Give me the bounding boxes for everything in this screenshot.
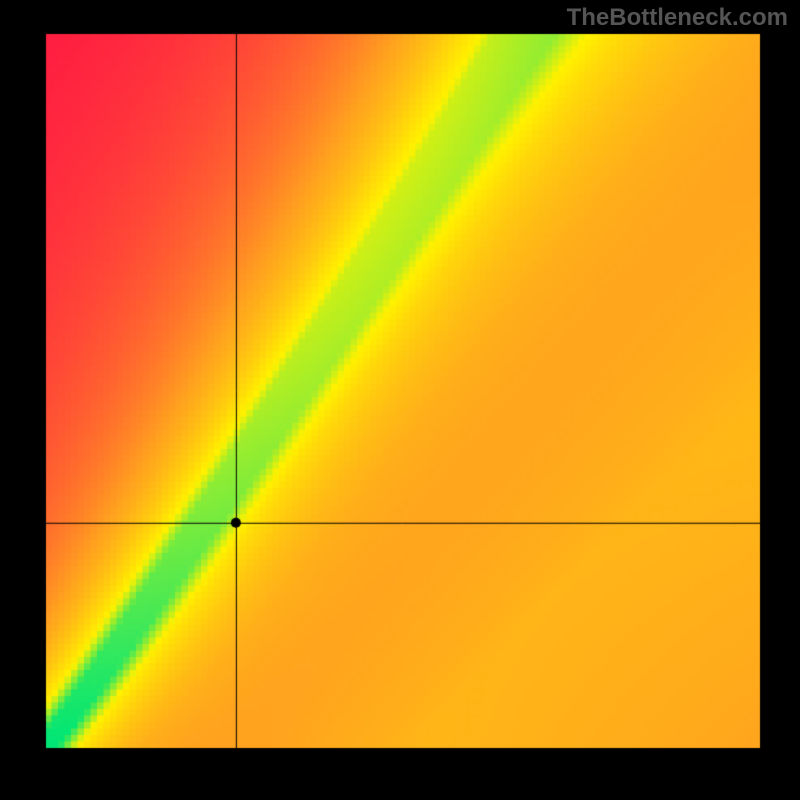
heatmap-canvas [0,0,800,800]
chart-container: TheBottleneck.com [0,0,800,800]
watermark-text: TheBottleneck.com [567,4,788,32]
